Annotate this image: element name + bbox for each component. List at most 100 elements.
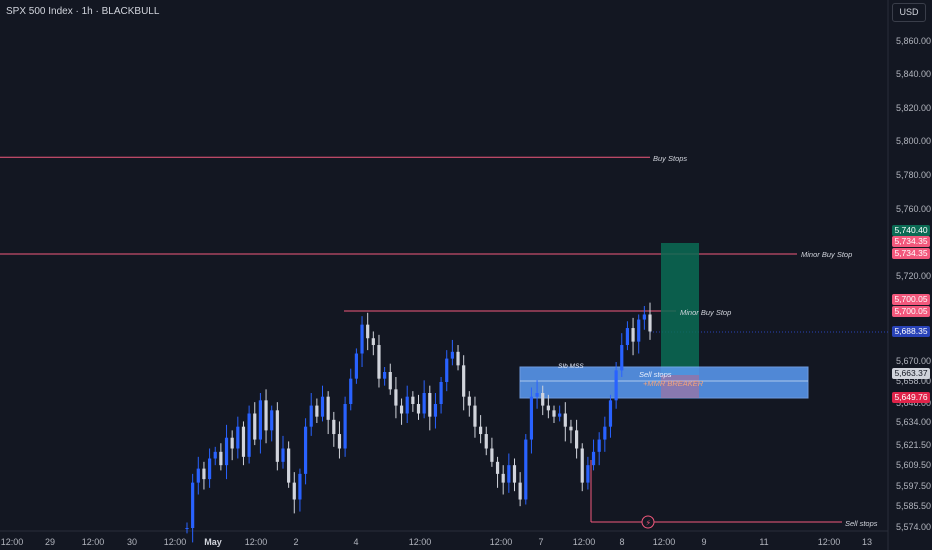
time-tick: 12:00: [817, 537, 841, 547]
price-tick: 5,760.00: [896, 204, 932, 214]
time-tick: 12:00: [572, 537, 596, 547]
candle-body: [383, 372, 387, 379]
candle-body: [371, 338, 375, 346]
price-tick: 5,670.00: [896, 356, 932, 366]
candle-body: [479, 426, 483, 435]
price-tick: 5,820.00: [896, 103, 932, 113]
price-tick: 5,585.50: [896, 501, 932, 511]
symbol-title[interactable]: SPX 500 Index · 1h · BLACKBULL: [6, 6, 160, 17]
price-tag: 5,734.35: [892, 248, 930, 259]
time-tick: 12:00: [0, 537, 24, 547]
time-tick: 4: [353, 537, 359, 547]
price-tick: 5,800.00: [896, 136, 932, 146]
time-tick: 12:00: [81, 537, 105, 547]
mmr-breaker-label: +MMR BREAKER: [643, 379, 704, 388]
candle-body: [343, 404, 347, 449]
candle-body: [586, 465, 590, 483]
candle-body: [552, 410, 556, 417]
candle-body: [648, 314, 652, 332]
candle-body: [467, 396, 471, 406]
price-tick: 5,860.00: [896, 36, 932, 46]
candle-body: [524, 439, 528, 500]
long-position-target: [661, 243, 699, 375]
candle-body: [349, 378, 353, 404]
candle-body: [241, 426, 246, 457]
candle-body: [230, 437, 234, 449]
candle-body: [213, 451, 217, 459]
candle-body: [631, 328, 635, 342]
price-tick: 5,646.00: [896, 398, 932, 408]
candle-body: [253, 413, 257, 440]
candle-body: [309, 405, 313, 427]
candle-body: [541, 393, 545, 406]
candle-body: [490, 448, 494, 462]
candle-body: [202, 468, 206, 480]
candle-body: [366, 324, 370, 339]
candle-body: [614, 370, 618, 401]
time-tick: 12:00: [652, 537, 676, 547]
candle-body: [445, 358, 449, 382]
candle-body: [625, 328, 630, 346]
sell-stops-label-bottom: Sell stops: [845, 519, 878, 528]
candle-body: [236, 426, 240, 449]
candle-body: [473, 405, 477, 427]
candle-body: [405, 396, 409, 414]
candle-body: [563, 413, 567, 427]
price-tag: 5,688.35: [892, 326, 930, 337]
candle-body: [394, 389, 398, 406]
price-tick: 5,609.50: [896, 460, 932, 470]
price-tag: 5,649.76: [892, 392, 930, 403]
candle-body: [219, 451, 223, 466]
candle-body: [501, 473, 505, 483]
candle-body: [591, 451, 596, 466]
time-tick: 30: [126, 537, 138, 547]
price-tick: 5,658.00: [896, 376, 932, 386]
sell-stops-label-top: Sell stops: [639, 370, 672, 379]
candle-body: [377, 345, 381, 379]
price-tick: 5,780.00: [896, 170, 932, 180]
buy-stops-label: Buy Stops: [653, 154, 688, 163]
candle-body: [360, 324, 364, 354]
candle-body: [388, 372, 392, 390]
candle-body: [507, 465, 511, 483]
candle-body: [287, 448, 291, 483]
time-tick: 11: [759, 537, 769, 547]
lightning-icon: [641, 515, 655, 529]
time-tick: 7: [538, 537, 544, 547]
time-tick: 12:00: [244, 537, 268, 547]
candle-body: [337, 434, 342, 449]
candle-body: [484, 434, 488, 449]
candle-body: [580, 448, 584, 483]
candle-body: [411, 396, 415, 404]
candle-body: [546, 405, 550, 411]
candle-body: [298, 473, 302, 500]
price-tick: 5,720.00: [896, 271, 932, 281]
time-tick: 12:00: [489, 537, 513, 547]
price-tick: 5,840.00: [896, 69, 932, 79]
price-tick: 5,634.00: [896, 417, 932, 427]
candle-body: [569, 426, 573, 431]
price-tag: 5,734.35: [892, 236, 930, 247]
candle-body: [529, 396, 534, 440]
price-tick: 5,574.00: [896, 522, 932, 532]
currency-selector[interactable]: USD: [892, 3, 926, 22]
candle-body: [281, 448, 285, 462]
candle-body: [597, 439, 601, 452]
time-tick: 9: [701, 537, 707, 547]
candle-body: [518, 482, 522, 500]
time-tick: 13: [861, 537, 873, 547]
time-tick: 29: [44, 537, 56, 547]
candle-body: [603, 426, 607, 440]
price-tag: 5,663.37: [892, 368, 930, 379]
price-tick: 5,597.50: [896, 481, 932, 491]
candle-body: [354, 353, 358, 379]
minor-buy-stop-label-lower: Minor Buy Stop: [680, 308, 732, 317]
time-tick: 12:00: [163, 537, 187, 547]
lightning-glyph: ⚡: [646, 519, 652, 528]
candle-body: [620, 345, 624, 371]
time-tick: May: [204, 537, 222, 547]
candle-body: [258, 400, 263, 440]
candle-body: [642, 314, 646, 320]
candle-body: [185, 528, 189, 529]
